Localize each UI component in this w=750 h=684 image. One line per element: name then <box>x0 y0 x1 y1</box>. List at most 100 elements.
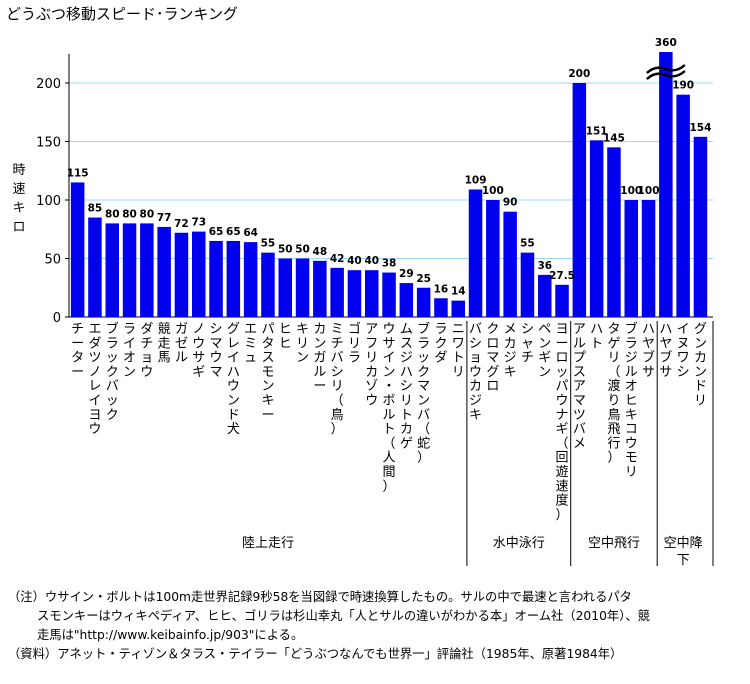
category-label: バショウカジキ <box>469 322 482 423</box>
value-label: 50 <box>278 244 293 256</box>
bar <box>589 140 604 317</box>
category-label: グレイハウンド犬 <box>227 322 240 437</box>
category-label: アフリカゾウ <box>365 322 378 409</box>
value-label: 200 <box>568 68 590 80</box>
value-label: 65 <box>209 226 224 238</box>
category-label: ダチョウ <box>140 322 153 380</box>
y-label-char: ロ <box>12 220 25 235</box>
bar <box>243 242 258 317</box>
bar <box>693 136 708 317</box>
note-line-2: スモンキーはウィキペディア、ヒヒ、ゴリラは杉山幸丸「人とサルの違いがわかる本」オ… <box>37 609 650 623</box>
category-label: シマウマ <box>210 322 223 380</box>
value-label: 48 <box>313 246 328 258</box>
value-label: 100 <box>482 185 504 197</box>
bar <box>347 270 362 317</box>
bar <box>572 83 587 317</box>
bar <box>555 284 569 317</box>
value-label: 55 <box>261 238 276 250</box>
bar <box>451 300 465 317</box>
value-label: 154 <box>689 122 711 134</box>
category-label: ノウサギ <box>192 322 205 380</box>
value-label: 65 <box>226 226 241 238</box>
value-label: 80 <box>140 208 155 220</box>
y-tick-label-0: 0 <box>53 311 61 326</box>
bar <box>468 189 483 317</box>
bar <box>330 267 344 317</box>
bar <box>676 94 690 317</box>
group-label-1: 陸上走行 <box>242 535 294 551</box>
value-label: 29 <box>399 268 414 280</box>
value-label: 16 <box>434 283 449 295</box>
y-tick-label-50: 50 <box>44 253 61 268</box>
category-label: 競走馬 <box>158 322 171 366</box>
y-tick-label-150: 150 <box>36 136 61 151</box>
category-label: タゲリ（渡り鳥飛行） <box>607 322 620 466</box>
category-label: ブラジルオヒキコウモリ <box>625 321 638 480</box>
bar <box>261 252 275 317</box>
bar <box>226 240 241 317</box>
value-label: 73 <box>191 217 206 229</box>
category-label: エミュ <box>244 322 257 366</box>
bar <box>624 200 638 317</box>
bar <box>607 147 621 317</box>
value-label: 100 <box>638 185 660 197</box>
bar <box>157 226 171 317</box>
y-tick-label-100: 100 <box>36 194 61 209</box>
category-label: パタスモンキー <box>261 322 274 423</box>
category-label: ハヤブサ <box>659 322 672 380</box>
bar <box>659 52 673 317</box>
category-label: ヨーロッパウナギ（回遊速度） <box>556 322 569 523</box>
source-line: （資料）アネット・ティゾン＆タラス・テイラー「どうぶつなんでも世界一」評論社（1… <box>8 647 623 661</box>
y-label-char: キ <box>12 201 25 216</box>
bar <box>382 272 396 317</box>
value-label: 109 <box>465 174 487 186</box>
group-label-2: 水中泳行 <box>493 536 545 551</box>
bar <box>538 274 552 317</box>
value-label: 50 <box>295 244 310 256</box>
notes: （注）ウサイン・ボルトは100m走世界記録9秒58を当図録で時速換算したもの。サ… <box>8 588 738 664</box>
value-label: 36 <box>537 260 552 272</box>
bars <box>70 52 708 317</box>
category-label: メカジキ <box>504 322 517 380</box>
value-label: 360 <box>655 37 677 49</box>
y-label-char: 時 <box>12 163 25 178</box>
bar <box>122 223 137 317</box>
category-label: ライオン <box>123 322 136 380</box>
bar <box>174 232 189 317</box>
category-label: エダツノレイヨウ <box>88 322 101 437</box>
value-label: 14 <box>451 286 466 298</box>
category-label: ハト <box>590 322 603 351</box>
bar <box>416 287 431 317</box>
bar <box>278 258 292 317</box>
value-label: 27.5 <box>549 270 575 282</box>
bar <box>641 200 656 317</box>
value-label: 80 <box>122 208 137 220</box>
bar <box>365 270 379 317</box>
category-label: ハヤブサ <box>642 322 655 380</box>
category-label: ペンギン <box>538 322 551 380</box>
category-label: カンガルー <box>313 322 326 394</box>
value-label: 115 <box>67 167 89 179</box>
category-label: シャチ <box>521 322 534 366</box>
value-label: 40 <box>347 255 362 267</box>
value-label: 72 <box>174 218 189 230</box>
value-label: 77 <box>157 212 172 224</box>
category-label: クロマグロ <box>486 322 499 394</box>
value-label: 151 <box>586 125 608 137</box>
group-labels: 陸上走行 水中泳行 空中飛行 空中降下 <box>242 321 714 568</box>
axis-break-mark-1 <box>646 64 686 74</box>
category-labels: チーターエダツノレイヨウブラックバックライオンダチョウ競走馬ガゼルノウサギシマウ… <box>71 321 707 523</box>
note-line-3: 走馬は"http://www.keibainfo.jp/903"による。 <box>37 628 304 642</box>
group-label-3: 空中飛行 <box>588 536 640 551</box>
value-label: 85 <box>88 203 103 215</box>
category-label: ガゼル <box>175 322 188 366</box>
category-label: キリン <box>296 322 309 366</box>
category-label: ミチバシリ（鳥） <box>331 322 344 437</box>
bar <box>486 200 500 317</box>
category-label: ブラックマンバ（蛇） <box>417 321 430 466</box>
category-label: ニワトリ <box>452 322 465 380</box>
category-label: チーター <box>71 322 84 380</box>
y-tick-label-200: 200 <box>36 77 61 92</box>
